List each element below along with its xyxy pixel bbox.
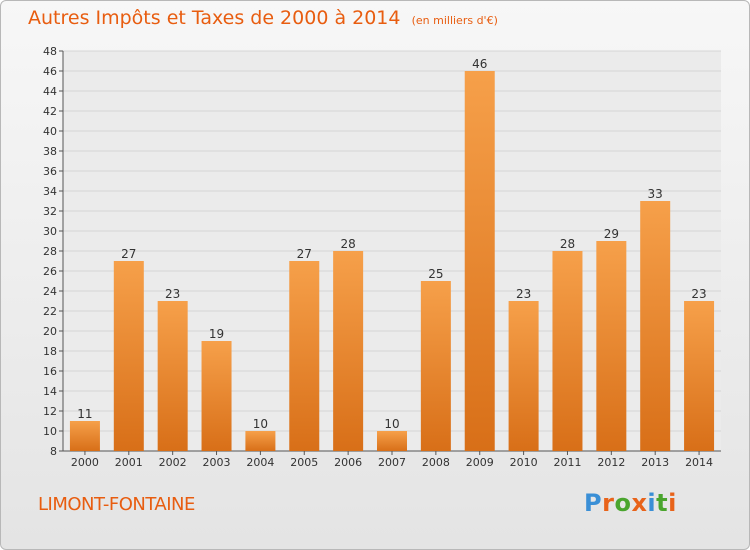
data-label: 29 bbox=[604, 227, 619, 241]
bar bbox=[201, 341, 232, 451]
y-tick-label: 20 bbox=[43, 325, 57, 338]
x-tick-label: 2012 bbox=[597, 456, 625, 469]
x-tick-label: 2001 bbox=[115, 456, 143, 469]
data-label: 27 bbox=[121, 247, 136, 261]
x-tick-label: 2003 bbox=[203, 456, 231, 469]
brand-letter: i bbox=[668, 489, 677, 517]
y-tick-label: 40 bbox=[43, 125, 57, 138]
x-tick-label: 2008 bbox=[422, 456, 450, 469]
y-tick-label: 28 bbox=[43, 245, 57, 258]
data-label: 23 bbox=[165, 287, 180, 301]
y-tick-label: 30 bbox=[43, 225, 57, 238]
bar bbox=[640, 201, 671, 451]
bar bbox=[113, 261, 144, 451]
x-tick-label: 2004 bbox=[246, 456, 274, 469]
y-tick-label: 46 bbox=[43, 65, 57, 78]
bar bbox=[684, 301, 715, 451]
y-tick-label: 24 bbox=[43, 285, 57, 298]
y-tick-label: 32 bbox=[43, 205, 57, 218]
y-tick-label: 36 bbox=[43, 165, 57, 178]
x-tick-label: 2014 bbox=[685, 456, 713, 469]
title-row: Autres Impôts et Taxes de 2000 à 2014 (e… bbox=[28, 7, 498, 29]
data-label: 19 bbox=[209, 327, 224, 341]
brand-letter: t bbox=[656, 489, 669, 517]
chart-subtitle: (en milliers d'€) bbox=[411, 14, 498, 27]
y-tick-label: 12 bbox=[43, 405, 57, 418]
data-label: 33 bbox=[648, 187, 663, 201]
bar bbox=[552, 251, 583, 451]
y-tick-label: 16 bbox=[43, 365, 57, 378]
y-tick-label: 38 bbox=[43, 145, 57, 158]
y-tick-label: 14 bbox=[43, 385, 57, 398]
data-label: 46 bbox=[472, 57, 487, 71]
data-label: 11 bbox=[77, 407, 92, 421]
bar bbox=[69, 421, 100, 451]
chart-title: Autres Impôts et Taxes de 2000 à 2014 bbox=[28, 7, 401, 29]
y-tick-label: 10 bbox=[43, 425, 57, 438]
data-label: 28 bbox=[560, 237, 575, 251]
x-tick-label: 2000 bbox=[71, 456, 99, 469]
x-tick-label: 2013 bbox=[641, 456, 669, 469]
brand-letter: o bbox=[614, 489, 632, 517]
commune-name: LIMONT-FONTAINE bbox=[38, 494, 195, 515]
brand-letter: i bbox=[647, 489, 657, 517]
bar bbox=[245, 431, 276, 451]
bar bbox=[508, 301, 539, 451]
x-tick-label: 2005 bbox=[290, 456, 318, 469]
brand-letter: x bbox=[631, 489, 648, 517]
y-tick-label: 44 bbox=[43, 85, 57, 98]
bar bbox=[289, 261, 320, 451]
brand-letter: r bbox=[602, 489, 615, 517]
data-label: 10 bbox=[384, 417, 399, 431]
brand-letter: P bbox=[584, 489, 603, 517]
bar bbox=[596, 241, 627, 451]
x-tick-label: 2009 bbox=[466, 456, 494, 469]
x-tick-label: 2011 bbox=[553, 456, 581, 469]
bar bbox=[464, 71, 495, 451]
data-label: 25 bbox=[428, 267, 443, 281]
y-tick-label: 48 bbox=[43, 45, 57, 58]
x-tick-label: 2007 bbox=[378, 456, 406, 469]
bar bbox=[377, 431, 407, 451]
y-tick-label: 34 bbox=[43, 185, 57, 198]
y-tick-label: 18 bbox=[43, 345, 57, 358]
y-tick-label: 42 bbox=[43, 105, 57, 118]
bar bbox=[157, 301, 188, 451]
bar bbox=[420, 281, 451, 451]
x-tick-label: 2006 bbox=[334, 456, 362, 469]
y-tick-label: 8 bbox=[50, 445, 57, 458]
y-tick-label: 22 bbox=[43, 305, 57, 318]
data-label: 23 bbox=[691, 287, 706, 301]
proxiti-logo: Proxiti bbox=[584, 489, 677, 517]
data-label: 28 bbox=[340, 237, 355, 251]
data-label: 23 bbox=[516, 287, 531, 301]
x-tick-label: 2010 bbox=[510, 456, 538, 469]
bar bbox=[333, 251, 364, 451]
data-label: 10 bbox=[253, 417, 268, 431]
data-label: 27 bbox=[297, 247, 312, 261]
x-tick-label: 2002 bbox=[159, 456, 187, 469]
y-tick-label: 26 bbox=[43, 265, 57, 278]
